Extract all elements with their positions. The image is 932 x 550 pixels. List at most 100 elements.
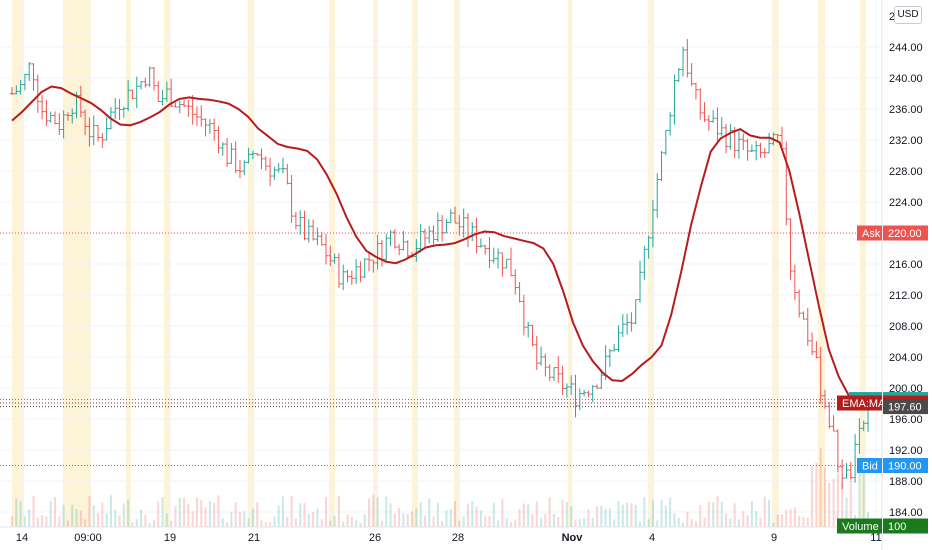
volume-bar	[746, 514, 749, 527]
volume-bar	[501, 498, 504, 527]
volume-bar	[660, 500, 663, 527]
volume-bar	[415, 508, 418, 527]
volume-bar	[333, 516, 336, 527]
volume-bar	[355, 520, 358, 527]
volume-bar	[802, 517, 805, 527]
currency-button[interactable]: USD	[894, 6, 922, 24]
volume-bar	[613, 519, 616, 527]
volume-bar	[316, 508, 319, 527]
volume-bar	[376, 497, 379, 527]
volume-bar	[221, 518, 224, 527]
volume-bar	[195, 497, 198, 527]
volume-bar	[596, 506, 599, 527]
volume-bar	[217, 495, 220, 527]
volume-bar	[350, 516, 353, 527]
volume-bar	[398, 508, 401, 527]
volume-bar	[479, 510, 482, 527]
price-axis-label: 200.00	[889, 383, 923, 395]
volume-bar	[372, 495, 375, 527]
volume-bar	[557, 517, 560, 527]
volume-bar	[686, 511, 689, 527]
volume-bar	[737, 519, 740, 527]
volume-bar	[187, 504, 190, 527]
volume-bar	[183, 497, 186, 527]
volume-bar	[161, 496, 164, 527]
volume-bar	[325, 497, 328, 527]
volume-bar	[703, 517, 706, 527]
volume-bar	[58, 516, 61, 527]
time-axis-label: 21	[248, 532, 260, 544]
volume-bar	[170, 521, 173, 527]
volume-bar	[312, 512, 315, 527]
volume-bar	[329, 520, 332, 527]
volume-bar	[454, 500, 457, 527]
volume-bar	[621, 504, 624, 527]
volume-bar	[630, 503, 633, 527]
volume-bar	[841, 482, 844, 527]
volume-bar	[411, 511, 414, 527]
volume-bar	[208, 501, 211, 527]
volume-bar	[725, 513, 728, 527]
volume-bar	[337, 495, 340, 527]
price-axis-label: 224.00	[889, 197, 923, 209]
volume-bar	[204, 507, 207, 527]
volume-bar	[484, 516, 487, 527]
price-axis-label: 184.00	[889, 507, 923, 519]
volume-bar	[712, 502, 715, 527]
volume-bar	[755, 511, 758, 527]
volume-bar	[45, 516, 48, 527]
volume-bar	[281, 496, 284, 527]
volume-bar	[690, 518, 693, 527]
volume-bar	[849, 472, 852, 527]
volume-bar	[79, 510, 82, 527]
time-axis[interactable]: 14 09:00 19 21 26 28 Nov 4 9 11	[16, 532, 882, 544]
time-axis-label: 4	[649, 532, 655, 544]
volume-bar	[226, 522, 229, 527]
volume-bar	[677, 517, 680, 527]
volume-bar	[432, 516, 435, 527]
volume-bar	[806, 518, 809, 527]
volume-bar	[251, 508, 254, 527]
volume-bar	[256, 502, 259, 527]
volume-bar	[178, 497, 181, 527]
volume-bar	[118, 515, 121, 527]
volume-bar	[213, 502, 216, 527]
price-axis[interactable]: 244.00 240.00 236.00 232.00 228.00 224.00 220.…	[889, 11, 923, 519]
volume-bar	[54, 497, 57, 527]
price-axis-label: 216.00	[889, 259, 923, 271]
volume-bar	[669, 497, 672, 527]
price-axis-label: 208.00	[889, 321, 923, 333]
volume-bar	[363, 514, 366, 527]
time-axis-label: 11	[870, 532, 881, 544]
tag-volume-label: Volume	[842, 521, 879, 533]
volume-bar	[858, 465, 861, 527]
price-axis-label: 212.00	[889, 290, 923, 302]
volume-bar	[776, 514, 779, 527]
volume-bar	[419, 502, 422, 527]
volume-bar	[862, 458, 865, 527]
volume-bar	[509, 522, 512, 527]
volume-bar	[793, 507, 796, 527]
tag-volume-label-box	[837, 518, 882, 534]
volume-bar	[109, 495, 112, 527]
tag-ema-label: EMA:MA	[842, 398, 886, 410]
volume-bar	[763, 496, 766, 527]
volume-bar	[772, 522, 775, 527]
volume-bar	[673, 513, 676, 527]
volume-bar	[617, 500, 620, 527]
volume-bar	[307, 513, 310, 527]
tag-volume-value-box	[883, 518, 928, 534]
volume-bar	[639, 521, 642, 527]
volume-bar	[92, 505, 95, 527]
price-axis-label: 236.00	[889, 104, 923, 116]
volume-bar	[819, 447, 822, 527]
volume-bar	[380, 521, 383, 527]
volume-bar	[578, 518, 581, 527]
volume-bar	[600, 506, 603, 527]
volume-bar	[342, 521, 345, 527]
tag-bid-label-box	[857, 458, 882, 473]
volume-bar	[157, 501, 160, 527]
volume-bar	[565, 501, 568, 527]
volume-bar	[789, 509, 792, 527]
